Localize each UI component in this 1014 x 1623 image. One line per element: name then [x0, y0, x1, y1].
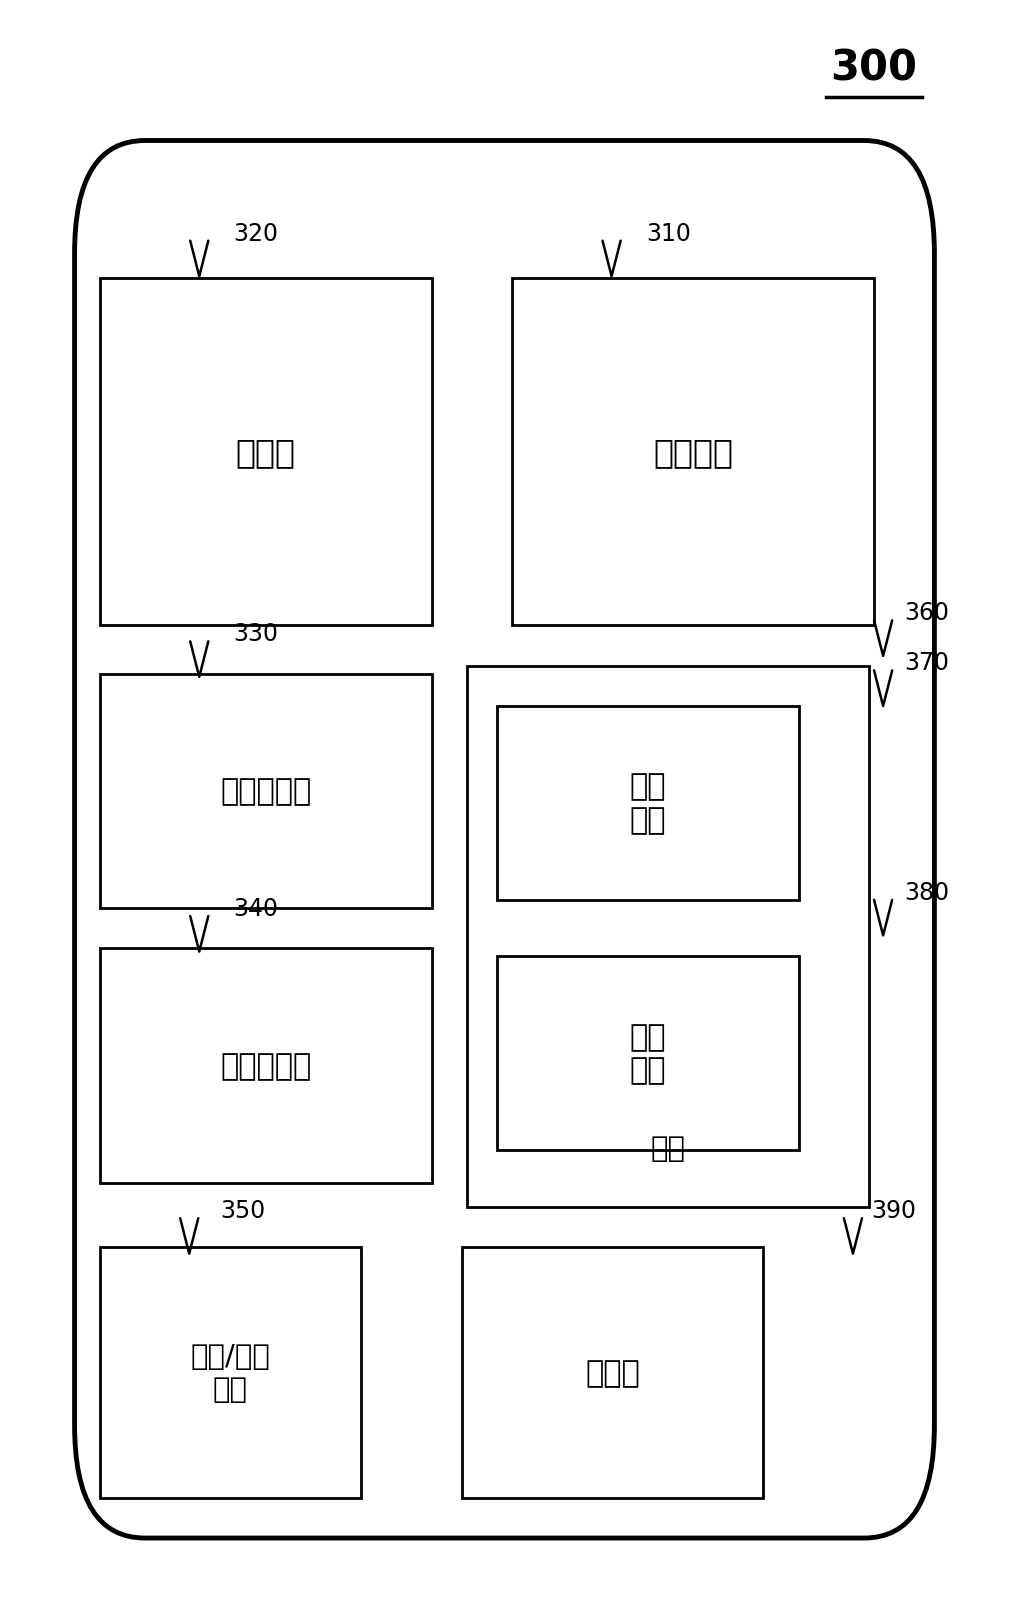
Text: 操作
系统: 操作 系统 [630, 773, 666, 834]
Text: 内存: 内存 [650, 1134, 685, 1162]
Text: 370: 370 [904, 651, 949, 675]
FancyBboxPatch shape [466, 665, 869, 1208]
Text: 300: 300 [830, 47, 918, 89]
Text: 390: 390 [871, 1198, 916, 1222]
Text: 350: 350 [220, 1198, 266, 1222]
Text: 显示器: 显示器 [235, 435, 296, 469]
Text: 330: 330 [233, 622, 279, 646]
FancyBboxPatch shape [99, 279, 432, 626]
Text: 输入/输出
接口: 输入/输出 接口 [191, 1342, 271, 1402]
FancyBboxPatch shape [99, 674, 432, 909]
FancyBboxPatch shape [497, 706, 799, 901]
Text: 310: 310 [646, 221, 691, 245]
Text: 应用
程序: 应用 程序 [630, 1022, 666, 1086]
FancyBboxPatch shape [461, 1248, 764, 1498]
Text: 340: 340 [233, 896, 279, 920]
Text: 380: 380 [904, 880, 949, 904]
Text: 存储器: 存储器 [585, 1358, 640, 1388]
Text: 通信平台: 通信平台 [653, 435, 733, 469]
FancyBboxPatch shape [497, 958, 799, 1151]
FancyBboxPatch shape [75, 141, 935, 1539]
FancyBboxPatch shape [99, 949, 432, 1183]
Text: 360: 360 [904, 601, 949, 625]
Text: 中央处理器: 中央处理器 [220, 1052, 311, 1081]
Text: 图形处理器: 图形处理器 [220, 777, 311, 805]
Text: 320: 320 [233, 221, 279, 245]
FancyBboxPatch shape [99, 1248, 361, 1498]
FancyBboxPatch shape [512, 279, 874, 626]
